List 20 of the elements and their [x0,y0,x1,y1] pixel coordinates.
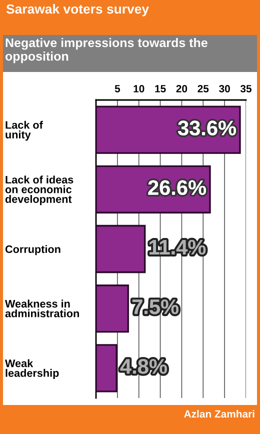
bar [96,224,146,274]
bar [96,284,129,333]
chart-subtitle: Negative impressions towards the opposition [5,38,208,64]
y-tick-label: Corruption [5,245,60,256]
chart-title: Sarawak voters survey [6,4,149,16]
y-tick-label: Weakness in administration [5,300,79,318]
y-tick-label: Weak leadership [5,359,59,380]
x-tick-label: 10 [134,85,144,92]
x-tick-label: 20 [176,85,188,92]
y-tick-label: Lack of unity [6,120,43,141]
x-tick-label: 25 [198,85,209,92]
y-tick-label: Lack of ideas on economic development [5,176,74,206]
x-tick-label: 15 [155,85,166,92]
data-label: 33.6% [178,120,236,136]
x-tick-label: 30 [219,85,230,92]
x-tick-label: 35 [240,85,252,92]
data-label: 26.6% [148,180,206,195]
text: Azlan Zamhari [184,410,254,418]
x-tick-label: 5 [114,85,120,92]
bar [96,344,118,392]
